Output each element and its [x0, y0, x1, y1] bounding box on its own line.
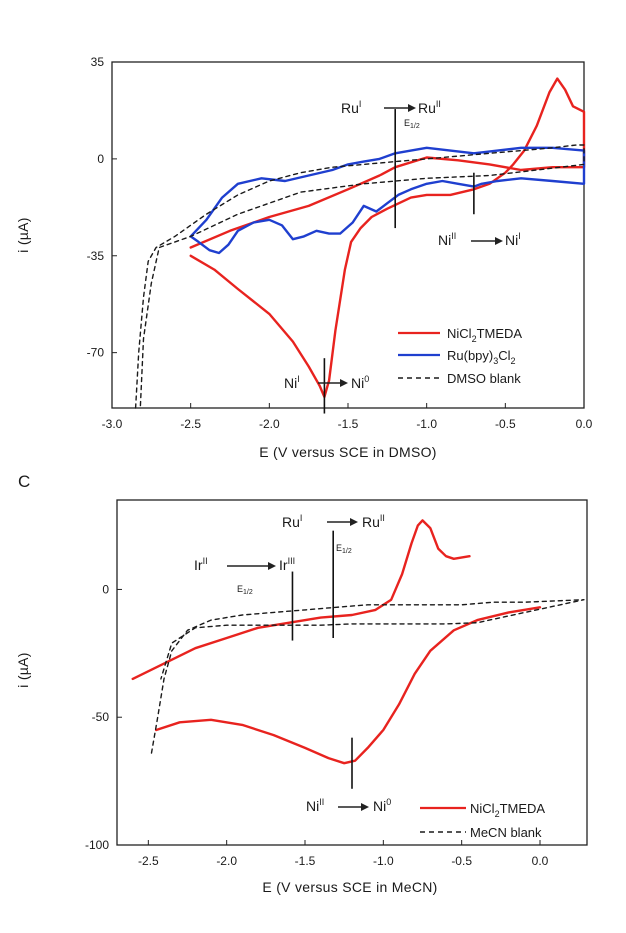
ann-arrowhead: [268, 562, 276, 570]
series-line-1: [155, 606, 542, 765]
x-tick-label: 0.0: [532, 854, 549, 868]
annotation-ru-top: RuI RuII E1/2: [341, 99, 441, 130]
x-tick-label: -1.5: [338, 417, 359, 431]
y-tick-label: 35: [91, 55, 105, 69]
y-tick-label: -35: [87, 249, 105, 263]
ann-arrowhead: [495, 237, 503, 245]
chart-mecn: -2.5 -2.0 -1.5 -1.0 -0.5 0.0 0 -50 -100 E (V ver…: [15, 499, 588, 895]
annotation-ni-ii-0: NiII Ni0: [306, 797, 391, 814]
legend-label-blank: DMSO blank: [447, 371, 521, 386]
ann-e-half: E1/2: [404, 118, 420, 130]
ann-ni-from: NiII: [438, 231, 456, 248]
y-tick-label: -70: [87, 346, 105, 360]
ann-arrowhead: [340, 379, 348, 387]
y-axis-label: i (µA): [15, 217, 31, 253]
panel-label-c: C: [18, 472, 30, 491]
ann-ir-from: IrII: [194, 556, 208, 573]
series-line-1: [189, 146, 586, 255]
annotation-ni-i-0: NiI Ni0: [284, 374, 369, 391]
legend-label-blank: MeCN blank: [470, 825, 542, 840]
legend: NiCl2TMEDA MeCN blank: [420, 801, 545, 840]
ann-arrowhead: [350, 518, 358, 526]
x-tick-label: -0.5: [451, 854, 472, 868]
ann-ru-from: RuI: [341, 99, 361, 116]
x-tick-label: -2.0: [216, 854, 237, 868]
series-line-0: [131, 519, 471, 681]
x-tick-label: -2.0: [259, 417, 280, 431]
annotation-ru-top: RuI RuII E1/2: [282, 513, 385, 555]
y-tick-label: 0: [102, 582, 109, 596]
ann-ru-from: RuI: [282, 513, 302, 530]
x-axis-label: E (V versus SCE in MeCN): [262, 879, 437, 895]
x-tick-label: -2.5: [180, 417, 201, 431]
x-tick-label: -3.0: [102, 417, 123, 431]
y-tick-label: -100: [85, 838, 109, 852]
y-tick-label: 0: [97, 152, 104, 166]
ann-ru-to: RuII: [362, 513, 385, 530]
ann-ni-to: NiI: [505, 231, 521, 248]
ann-arrowhead: [361, 803, 369, 811]
ann-arrowhead: [408, 104, 416, 112]
ann-e-half: E1/2: [237, 584, 253, 596]
legend-label-nicl2: NiCl2TMEDA: [470, 801, 545, 819]
y-tick-label: -50: [92, 710, 110, 724]
x-tick-label: -2.5: [138, 854, 159, 868]
annotation-ni-ii-i: NiII NiI: [438, 231, 521, 248]
annotation-ir: IrII IrIII E1/2: [194, 556, 295, 596]
ann-ni-from: NiI: [284, 374, 300, 391]
ann-ir-to: IrIII: [279, 556, 295, 573]
legend-label-ru: Ru(bpy)3Cl2: [447, 348, 516, 366]
ann-ni-to: Ni0: [351, 374, 369, 391]
x-tick-label: -1.0: [373, 854, 394, 868]
ann-ni-from: NiII: [306, 797, 324, 814]
legend-label-nicl2: NiCl2TMEDA: [447, 326, 522, 344]
x-axis-label: E (V versus SCE in DMSO): [259, 444, 437, 460]
y-axis-label: i (µA): [15, 652, 31, 688]
ann-ru-to: RuII: [418, 99, 441, 116]
ann-ni-to: Ni0: [373, 797, 391, 814]
chart-dmso: -3.0 -2.5 -2.0 -1.5 -1.0 -0.5 0.0 35 0 -35 -70 E (…: [15, 55, 593, 460]
ann-e-half: E1/2: [336, 543, 352, 555]
plot-frame: [116, 499, 588, 846]
x-tick-label: -1.0: [416, 417, 437, 431]
series-line-2: [150, 599, 585, 754]
x-tick-label: -0.5: [495, 417, 516, 431]
x-tick-label: 0.0: [576, 417, 593, 431]
x-tick-label: -1.5: [295, 854, 316, 868]
legend: NiCl2TMEDA Ru(bpy)3Cl2 DMSO blank: [398, 326, 522, 386]
series-line-2: [134, 144, 585, 409]
